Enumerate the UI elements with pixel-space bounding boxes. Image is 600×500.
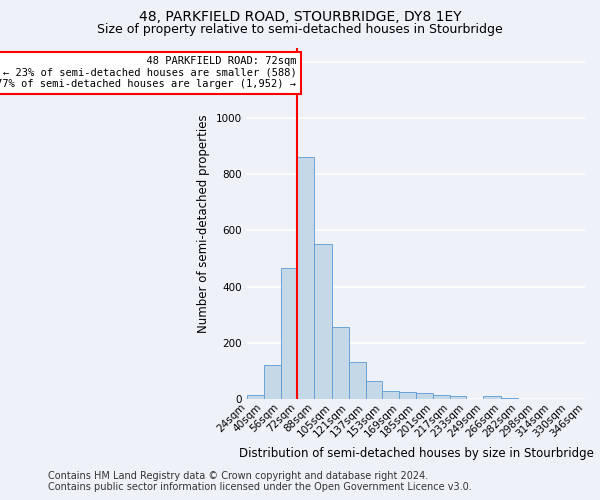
Bar [281,268,298,399]
Bar [449,396,466,399]
Bar [416,394,433,399]
Bar [298,157,314,399]
Bar [264,366,281,399]
Text: 48 PARKFIELD ROAD: 72sqm
← 23% of semi-detached houses are smaller (588)
77% of : 48 PARKFIELD ROAD: 72sqm ← 23% of semi-d… [0,56,296,90]
Bar [247,395,264,399]
Bar [349,362,365,399]
X-axis label: Distribution of semi-detached houses by size in Stourbridge: Distribution of semi-detached houses by … [239,447,593,460]
Bar [332,328,349,399]
Text: Contains HM Land Registry data © Crown copyright and database right 2024.
Contai: Contains HM Land Registry data © Crown c… [48,471,472,492]
Text: Size of property relative to semi-detached houses in Stourbridge: Size of property relative to semi-detach… [97,22,503,36]
Bar [483,396,501,399]
Y-axis label: Number of semi-detached properties: Number of semi-detached properties [197,114,211,332]
Bar [501,398,518,399]
Text: 48, PARKFIELD ROAD, STOURBRIDGE, DY8 1EY: 48, PARKFIELD ROAD, STOURBRIDGE, DY8 1EY [139,10,461,24]
Bar [382,390,399,399]
Bar [399,392,416,399]
Bar [433,395,449,399]
Bar [365,381,382,399]
Bar [314,244,332,399]
